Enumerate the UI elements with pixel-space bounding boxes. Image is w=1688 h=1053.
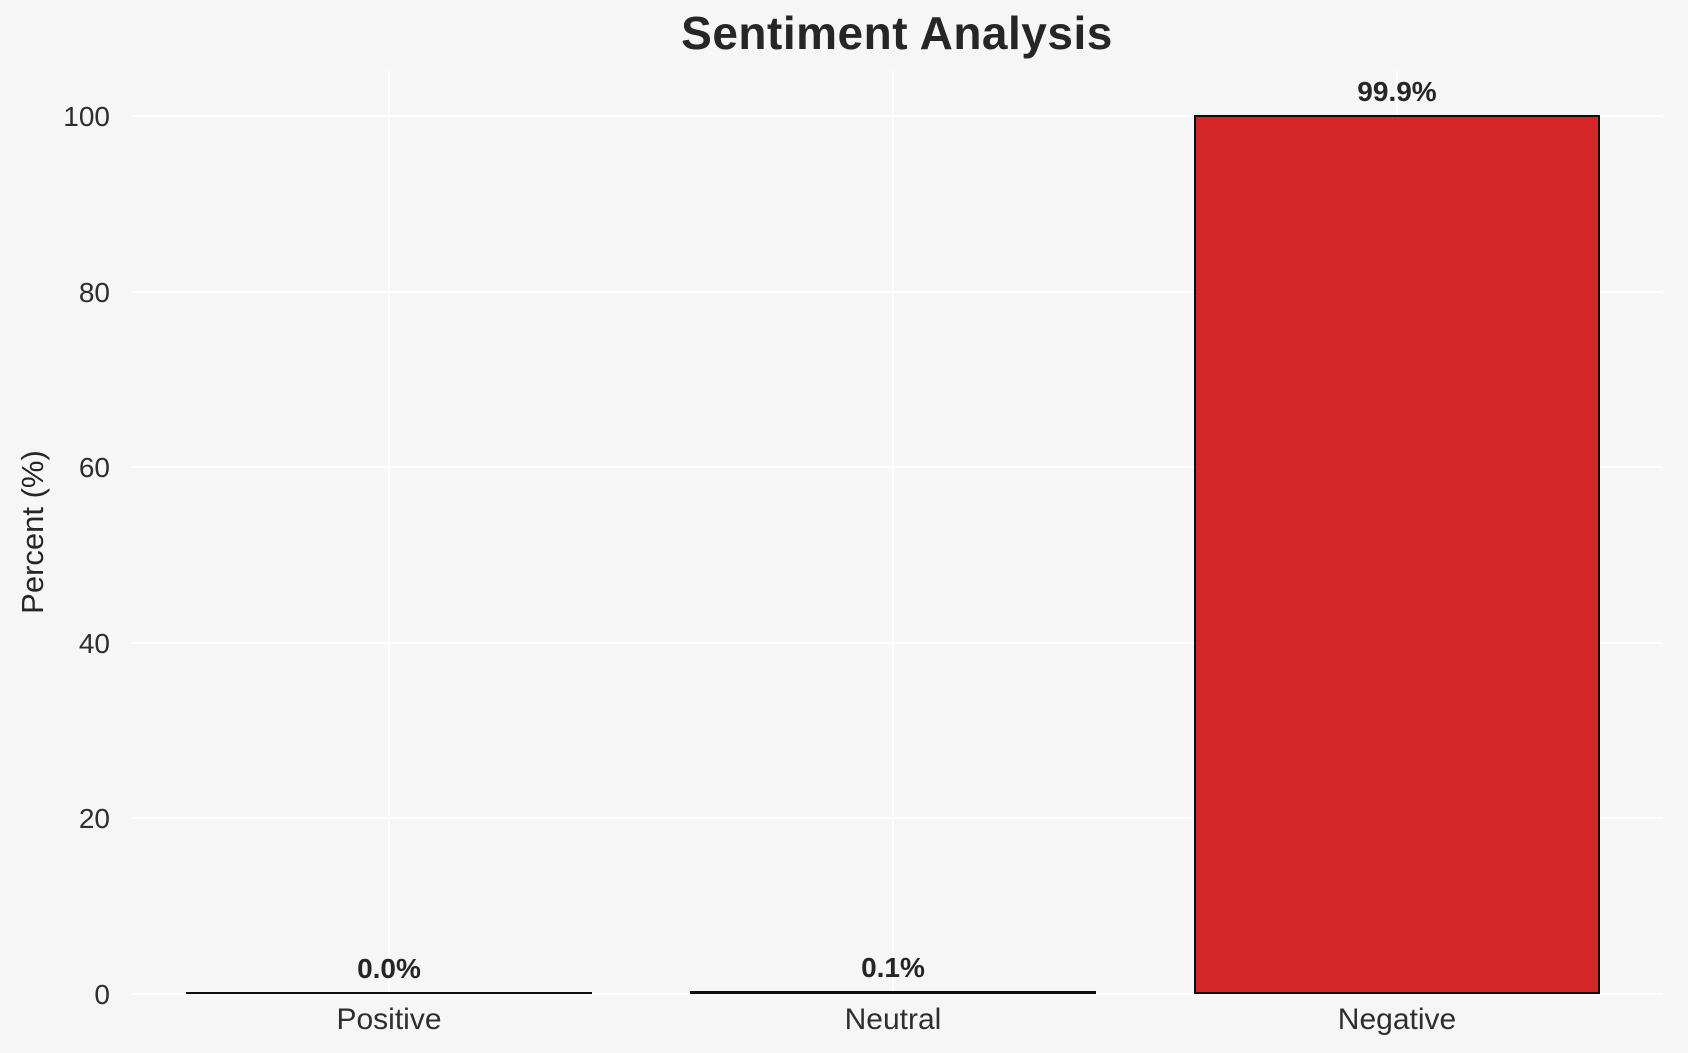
y-tick-label: 40 — [78, 628, 110, 659]
bar-value-label-neutral: 0.1% — [861, 952, 925, 983]
x-tick-label-positive: Positive — [336, 1003, 442, 1036]
bar-value-label-positive: 0.0% — [357, 953, 421, 984]
bar-positive — [186, 992, 592, 994]
bar-value-label-negative: 99.9% — [1357, 76, 1437, 107]
x-tick-label-neutral: Neutral — [844, 1003, 942, 1036]
y-tick-label: 0 — [94, 979, 110, 1010]
gridline-vertical — [388, 71, 390, 994]
gridline-horizontal — [132, 466, 1662, 468]
chart-title: Sentiment Analysis — [681, 7, 1113, 59]
gridline-horizontal — [132, 993, 1662, 995]
y-tick-label: 100 — [63, 101, 110, 132]
gridline-horizontal — [132, 642, 1662, 644]
gridline-horizontal — [132, 817, 1662, 819]
gridline-vertical — [892, 71, 894, 994]
y-tick-label: 20 — [78, 803, 110, 834]
bar-negative — [1194, 115, 1600, 994]
y-tick-label: 60 — [78, 452, 110, 483]
gridline-horizontal — [132, 291, 1662, 293]
bar-neutral — [690, 991, 1096, 994]
x-tick-label-negative: Negative — [1337, 1003, 1457, 1036]
y-tick-label: 80 — [78, 277, 110, 308]
gridline-horizontal — [132, 115, 1662, 117]
